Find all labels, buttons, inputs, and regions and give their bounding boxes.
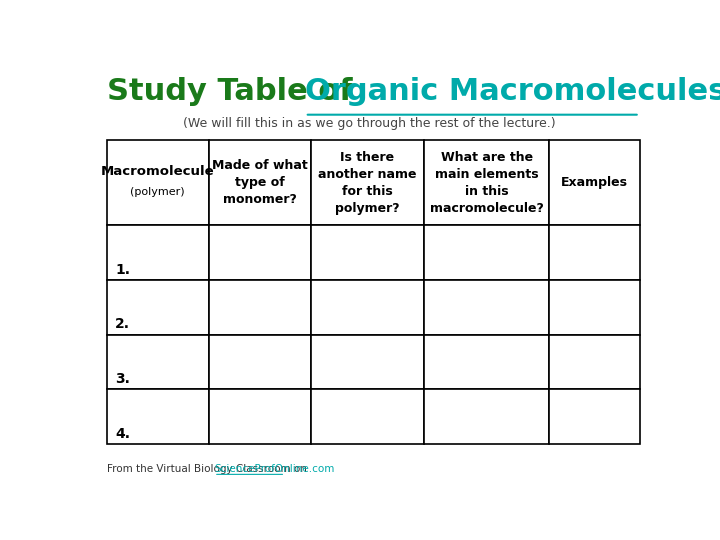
Bar xyxy=(107,335,209,389)
Bar xyxy=(311,140,424,226)
Bar xyxy=(424,389,549,444)
Text: Examples: Examples xyxy=(561,177,628,190)
Bar xyxy=(424,335,549,389)
Text: Organic Macromolecules: Organic Macromolecules xyxy=(305,77,720,106)
Text: 4.: 4. xyxy=(115,427,130,441)
Text: Is there
another name
for this
polymer?: Is there another name for this polymer? xyxy=(318,151,417,215)
Bar xyxy=(424,280,549,335)
Bar xyxy=(549,140,639,226)
Bar xyxy=(424,226,549,280)
Bar xyxy=(107,389,209,444)
Text: (We will fill this in as we go through the rest of the lecture.): (We will fill this in as we go through t… xyxy=(183,117,555,130)
Bar xyxy=(549,280,639,335)
Bar xyxy=(549,389,639,444)
Bar xyxy=(209,140,311,226)
Bar xyxy=(209,280,311,335)
Bar xyxy=(311,226,424,280)
Bar xyxy=(209,389,311,444)
Bar xyxy=(424,140,549,226)
Text: 1.: 1. xyxy=(115,262,130,276)
Text: What are the
main elements
in this
macromolecule?: What are the main elements in this macro… xyxy=(430,151,544,215)
Text: ScienceProfOnline.com: ScienceProfOnline.com xyxy=(214,464,334,474)
Text: From the Virtual Biology Classroom on: From the Virtual Biology Classroom on xyxy=(107,464,310,474)
Text: Made of what
type of
monomer?: Made of what type of monomer? xyxy=(212,159,307,206)
Text: 3.: 3. xyxy=(115,372,130,386)
Bar xyxy=(311,335,424,389)
Bar xyxy=(311,389,424,444)
Text: Study Table of: Study Table of xyxy=(107,77,363,106)
Text: (polymer): (polymer) xyxy=(130,187,185,197)
Bar xyxy=(209,226,311,280)
Bar xyxy=(107,140,209,226)
Bar xyxy=(549,226,639,280)
Bar xyxy=(311,280,424,335)
Text: 2.: 2. xyxy=(115,318,130,332)
Bar xyxy=(107,226,209,280)
Text: Macromolecule: Macromolecule xyxy=(101,165,215,178)
Bar xyxy=(107,280,209,335)
Bar xyxy=(549,335,639,389)
Bar xyxy=(209,335,311,389)
